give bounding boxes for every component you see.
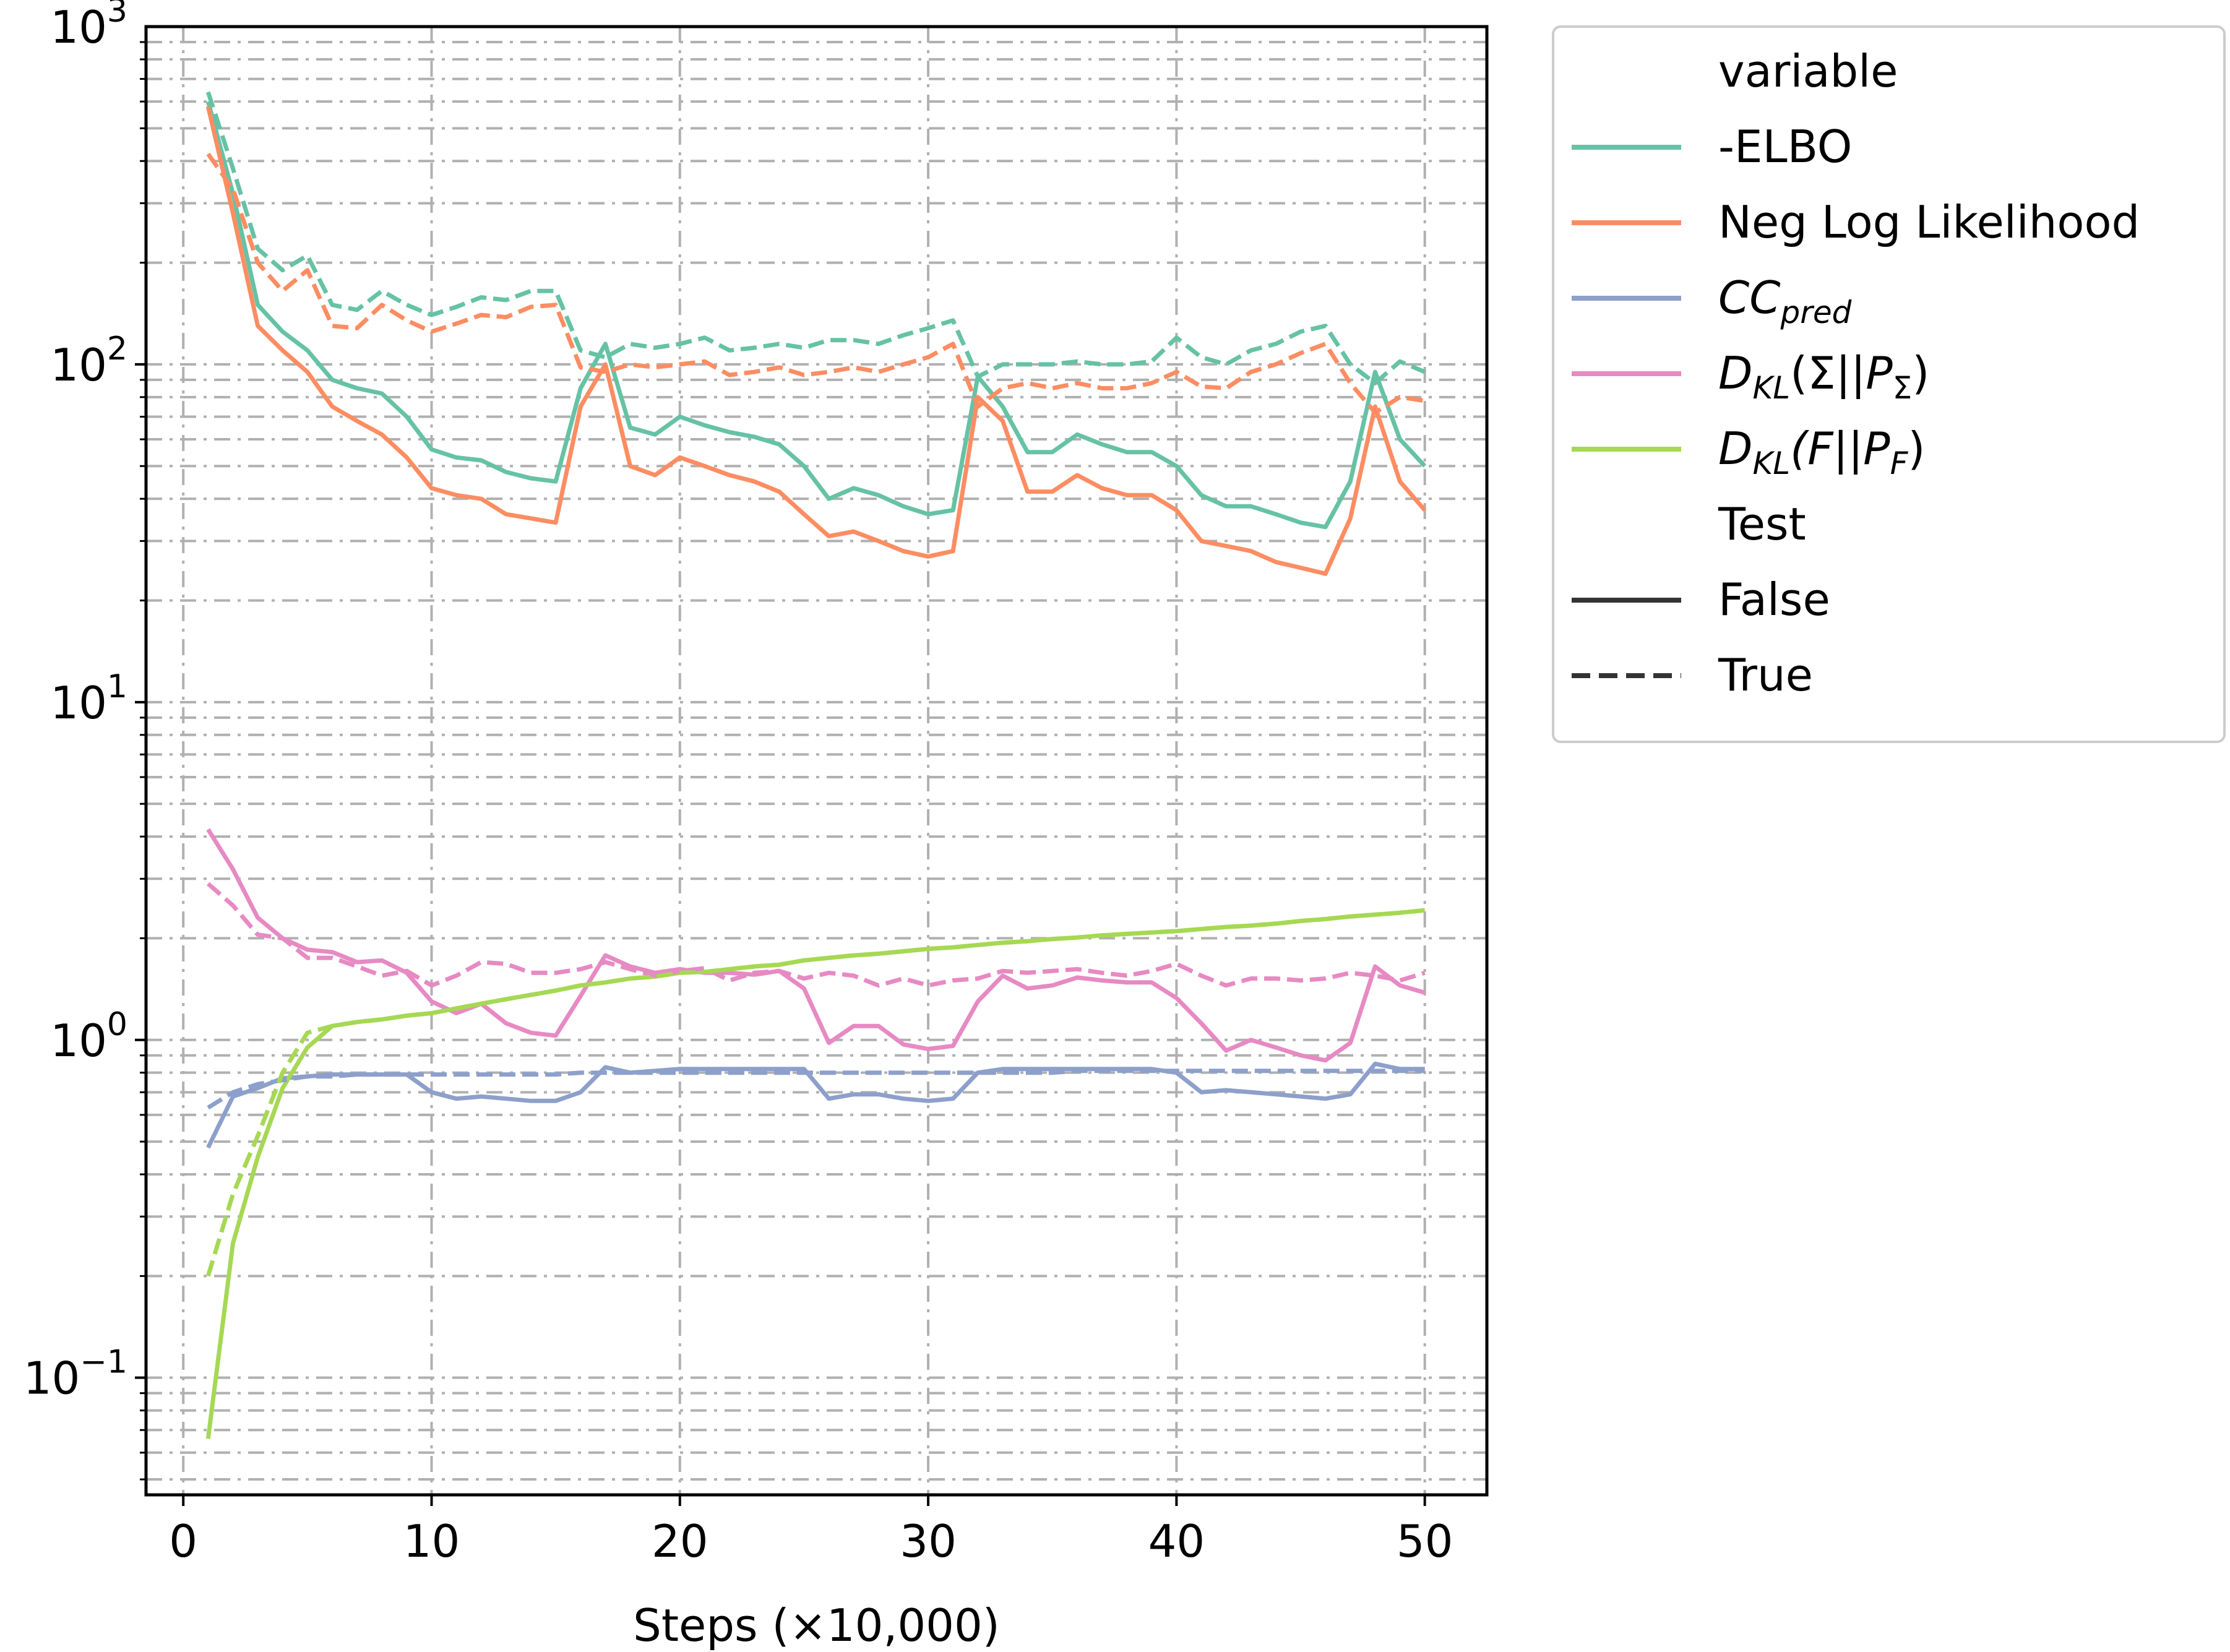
grid-lines bbox=[146, 27, 1487, 1495]
x-tick-label: 10 bbox=[403, 1515, 460, 1567]
plot-series bbox=[205, 91, 1427, 1439]
legend-style-entries: False True bbox=[1572, 574, 1830, 701]
series-line bbox=[205, 101, 1427, 530]
series-line bbox=[205, 908, 1426, 1277]
y-tick-label: 10−1 bbox=[24, 1344, 127, 1405]
legend-hue-label: -ELBO bbox=[1718, 121, 1852, 173]
legend-hue-entries: -ELBO Neg Log Likelihood CCpred DKL(Σ||PΣ) D… bbox=[1572, 121, 2140, 481]
series-line bbox=[205, 91, 1426, 385]
x-tick-label: 30 bbox=[900, 1515, 957, 1567]
x-axis-label: Steps (×10,000) bbox=[633, 1599, 1000, 1651]
y-tick-label: 101 bbox=[50, 668, 127, 729]
legend-hue-label: DKL(F||PF) bbox=[1718, 423, 1925, 481]
legend-style-title: Test bbox=[1718, 498, 1806, 550]
legend-hue-label: DKL(Σ||PΣ) bbox=[1718, 347, 1929, 406]
x-tick-label: 20 bbox=[652, 1515, 708, 1567]
legend-box bbox=[1552, 25, 2226, 743]
series-line bbox=[206, 152, 1426, 415]
legend-hue-label: Neg Log Likelihood bbox=[1718, 196, 2140, 248]
legend: variable -ELBO Neg Log Likelihood CCpred DK… bbox=[1552, 25, 2226, 743]
y-tick-label: 102 bbox=[50, 330, 127, 391]
y-tick-label: 103 bbox=[50, 0, 127, 53]
series-line bbox=[207, 1069, 1425, 1110]
legend-style-label: False bbox=[1718, 574, 1830, 626]
x-tick-label: 50 bbox=[1397, 1515, 1453, 1567]
x-tick-label: 0 bbox=[169, 1515, 197, 1567]
plot-frame bbox=[144, 25, 1489, 1497]
series-line bbox=[206, 1061, 1425, 1149]
y-tick-label: 100 bbox=[50, 1006, 127, 1067]
legend-hue-title: variable bbox=[1718, 45, 1898, 97]
legend-style-label: True bbox=[1718, 649, 1813, 701]
series-line bbox=[206, 828, 1426, 1063]
legend-hue-label: CCpred bbox=[1718, 272, 1852, 330]
x-tick-label: 40 bbox=[1148, 1515, 1205, 1567]
series-line bbox=[206, 882, 1426, 988]
axis-ticks: 0 10 20 30 40 50 10−1 100 101 102 103 bbox=[24, 0, 1453, 1567]
series-line bbox=[205, 106, 1427, 576]
